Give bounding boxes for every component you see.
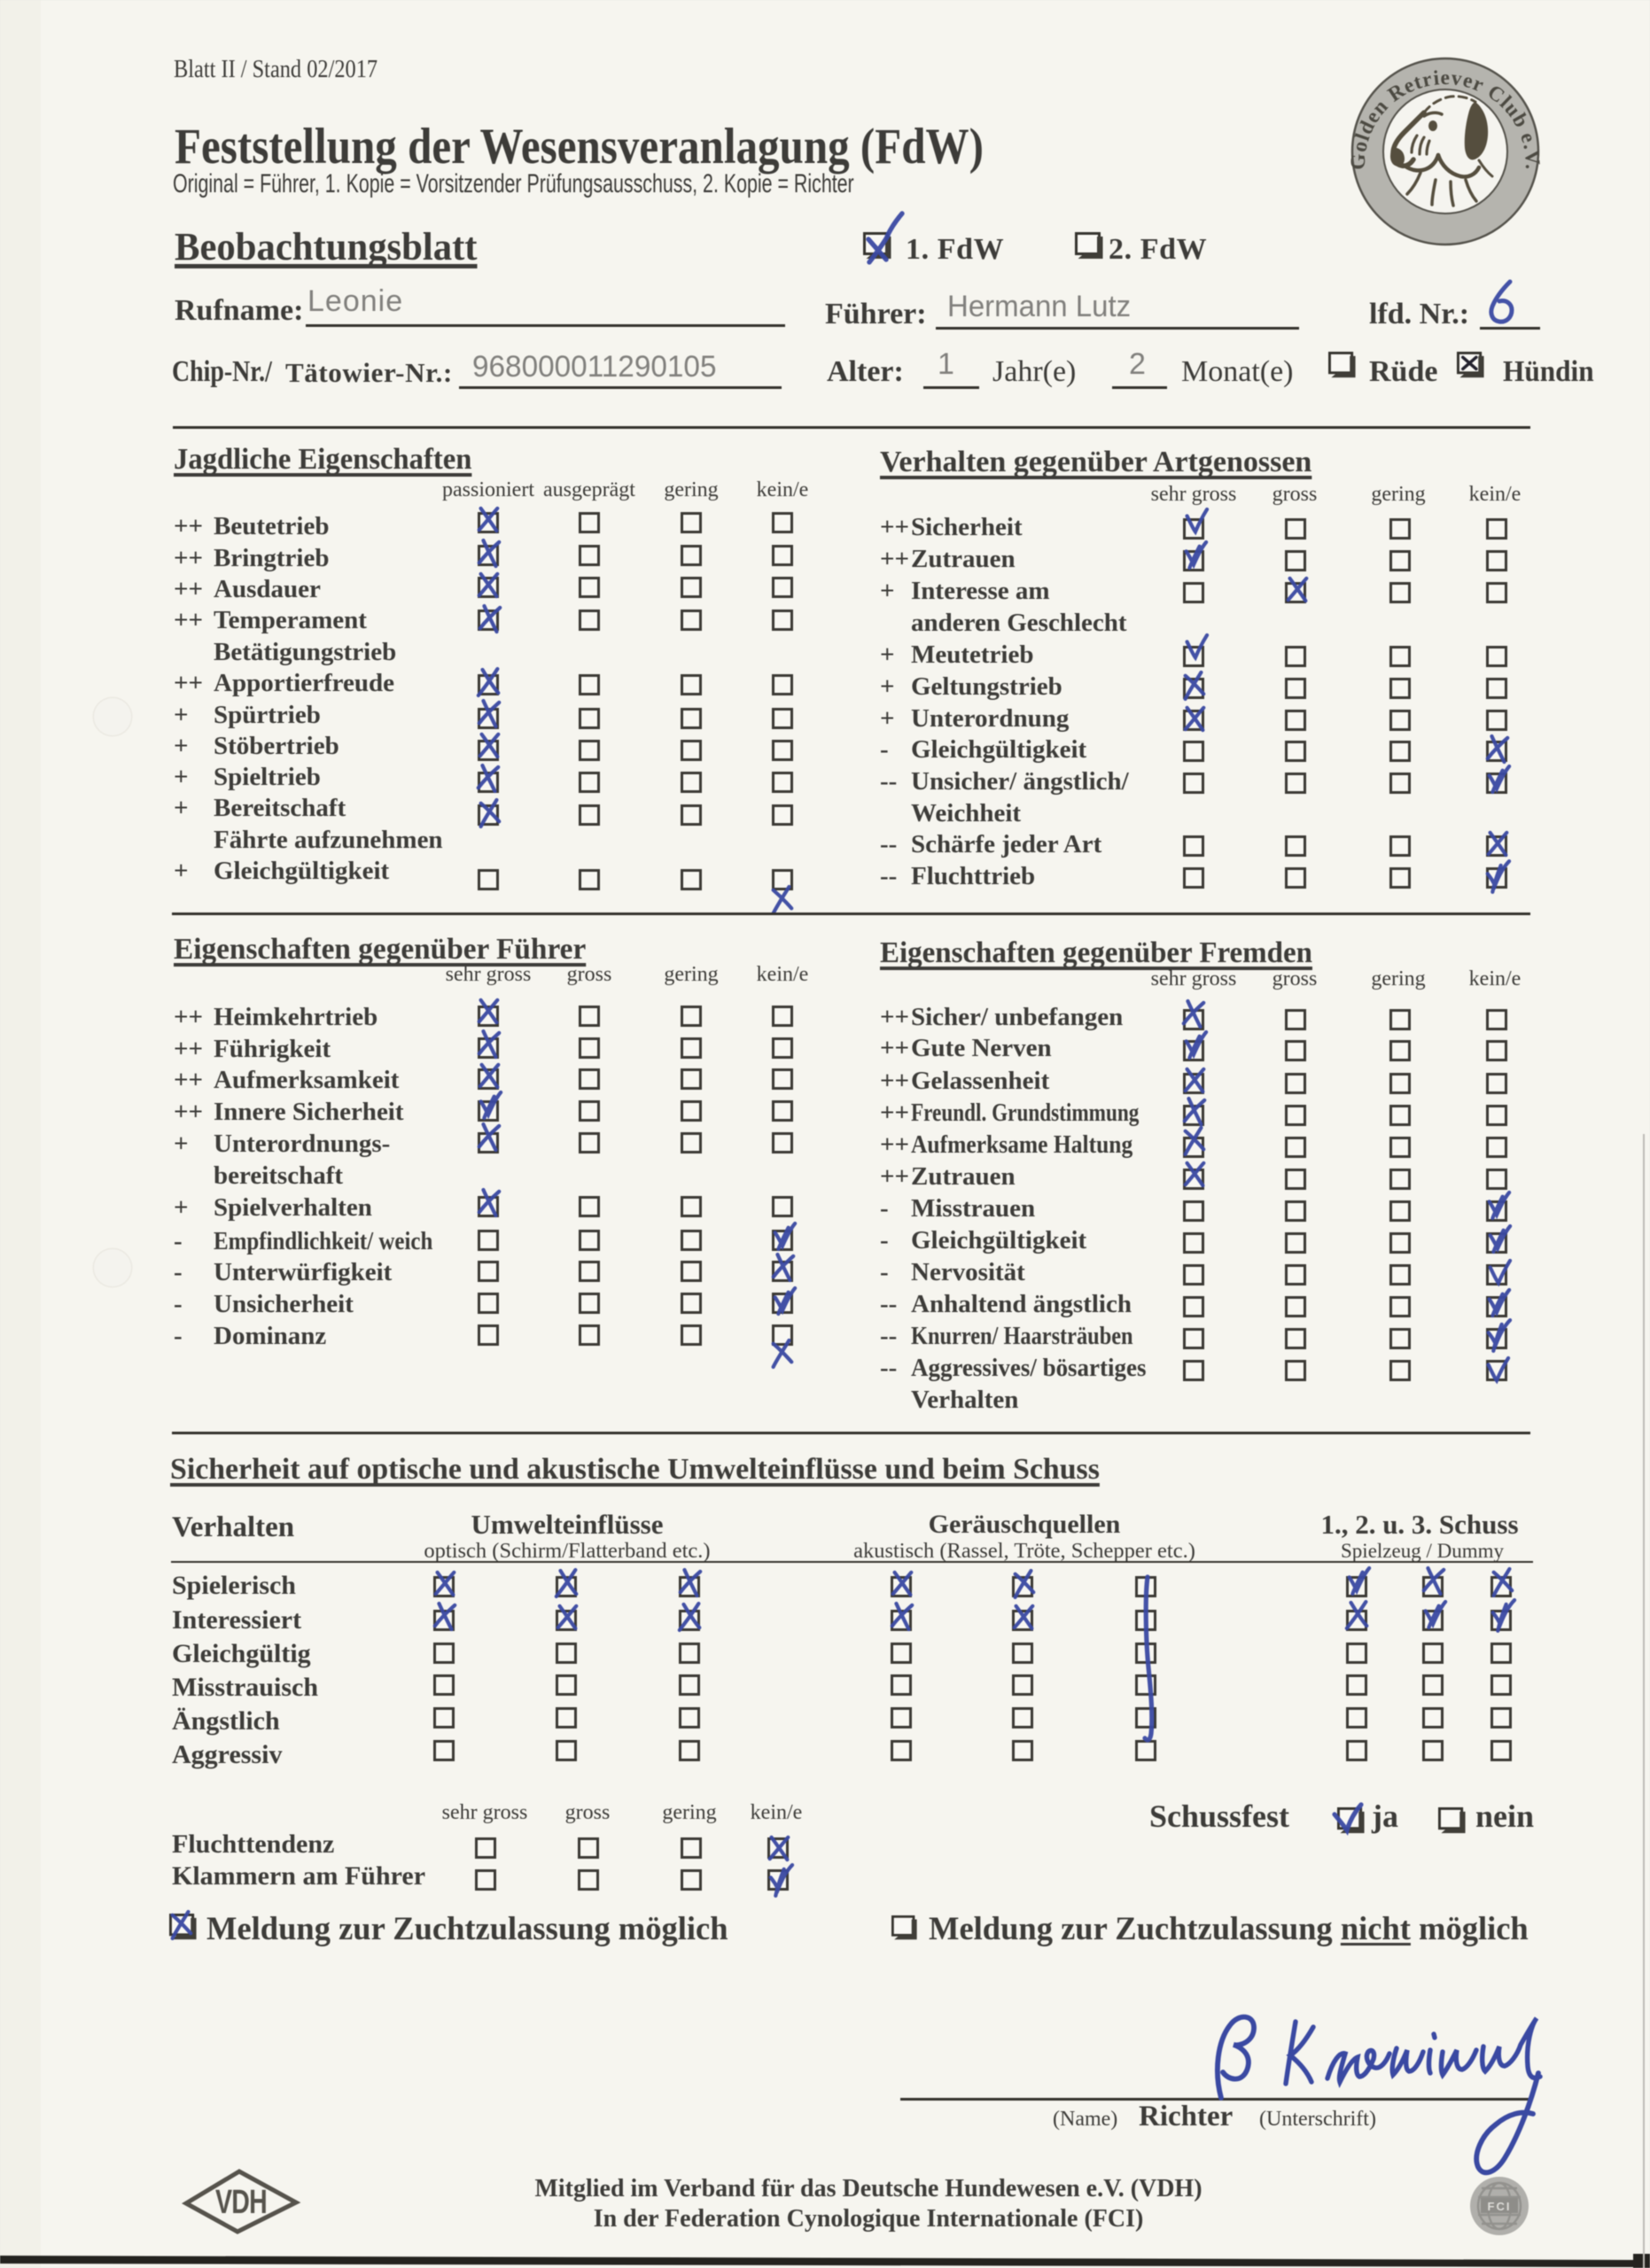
svg-text:FCI: FCI	[1488, 2200, 1512, 2213]
svg-text:VDH: VDH	[215, 2184, 267, 2221]
